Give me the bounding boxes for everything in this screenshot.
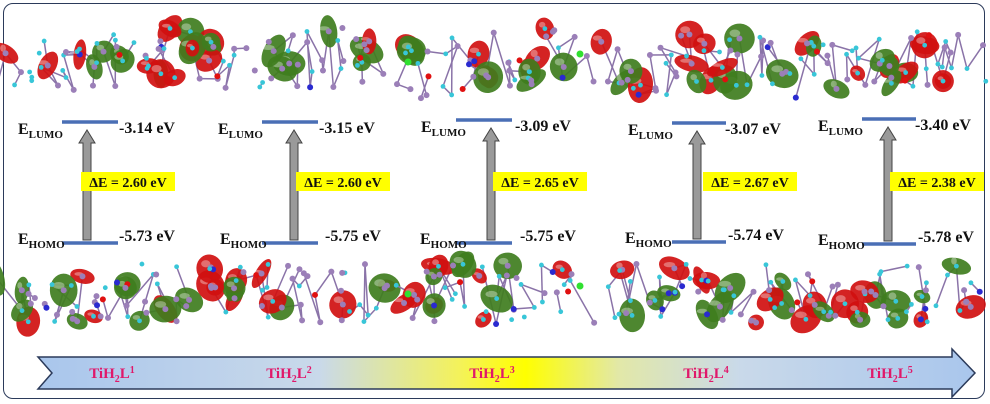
lumo-label: ELUMO — [218, 121, 263, 141]
energy-gap-box — [81, 172, 175, 191]
homo-energy-value: -5.75 eV — [520, 228, 576, 245]
figure-frame — [3, 3, 985, 399]
complex-1: ELUMO EHOMO -3.14 eV -5.73 eV ΔE = 2.60 eV — [18, 120, 175, 251]
energy-gap-value: ΔE = 2.65 eV — [501, 176, 578, 191]
homo-label: EHOMO — [625, 230, 672, 250]
lumo-label: ELUMO — [628, 122, 673, 142]
complex-series-banner — [36, 347, 977, 399]
excitation-arrow — [879, 126, 897, 242]
energy-gap-value: ΔE = 2.60 eV — [89, 176, 166, 191]
homo-energy-value: -5.75 eV — [325, 228, 381, 245]
homo-orbital-image — [196, 254, 401, 326]
energy-gap-box — [703, 172, 797, 191]
excitation-arrow — [688, 130, 706, 240]
energy-gap-box — [493, 172, 587, 191]
complex-4: ELUMO EHOMO -3.07 eV -5.74 eV ΔE = 2.67 eV — [625, 121, 797, 250]
complex-label-2: TiH2L2 — [266, 365, 312, 385]
homo-orbital-image — [790, 257, 986, 334]
homo-orbital-image — [605, 256, 796, 333]
homo-label: EHOMO — [420, 231, 467, 251]
energy-gap-value: ΔE = 2.38 eV — [898, 176, 975, 191]
homo-orbital-image — [390, 250, 598, 328]
complex-2: ELUMO EHOMO -3.15 eV -5.75 eV ΔE = 2.60 eV — [218, 120, 390, 251]
energy-gap-value: ΔE = 2.60 eV — [304, 176, 381, 191]
homo-energy-value: -5.73 eV — [119, 228, 175, 245]
lumo-energy-value: -3.40 eV — [915, 117, 971, 134]
lumo-energy-value: -3.15 eV — [319, 120, 375, 137]
complex-label-5: TiH2L5 — [867, 365, 913, 385]
excitation-arrow — [285, 129, 303, 241]
complex-3: ELUMO EHOMO -3.09 eV -5.75 eV ΔE = 2.65 eV — [420, 118, 587, 251]
lumo-orbital-image — [0, 15, 205, 93]
lumo-label: ELUMO — [818, 118, 863, 138]
complex-label-1: TiH2L1 — [89, 365, 135, 385]
lumo-label: ELUMO — [18, 121, 63, 141]
lumo-orbital-image — [590, 20, 799, 104]
homo-label: EHOMO — [818, 232, 865, 252]
complex-label-4: TiH2L4 — [683, 365, 729, 385]
lumo-energy-value: -3.07 eV — [725, 121, 781, 138]
homo-energy-value: -5.78 eV — [918, 229, 974, 246]
complex-label-3: TiH2L3 — [469, 365, 515, 385]
lumo-energy-value: -3.14 eV — [119, 120, 175, 137]
homo-orbital-image — [0, 260, 204, 337]
homo-label: EHOMO — [220, 231, 267, 251]
energy-gap-box — [890, 172, 984, 191]
lumo-label: ELUMO — [421, 119, 466, 139]
homo-label: EHOMO — [18, 231, 65, 251]
excitation-arrow — [482, 127, 500, 241]
lumo-energy-value: -3.09 eV — [515, 118, 571, 135]
energy-gap-box — [296, 172, 390, 191]
energy-gap-value: ΔE = 2.67 eV — [711, 176, 788, 191]
complex-5: ELUMO EHOMO -3.40 eV -5.78 eV ΔE = 2.38 eV — [818, 117, 984, 252]
homo-energy-value: -5.74 eV — [728, 227, 784, 244]
lumo-orbital-image — [792, 29, 989, 101]
lumo-orbital-image — [394, 17, 597, 102]
lumo-orbital-image — [178, 15, 387, 91]
